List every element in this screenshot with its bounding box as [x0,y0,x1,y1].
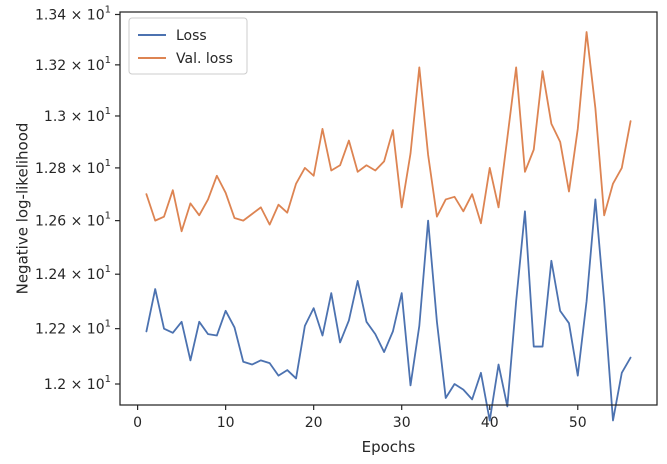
plot-frame [119,11,658,406]
series-line-val-loss [145,31,632,233]
y-tick-label: 1.22 × 101 [35,319,111,338]
series-line-loss [145,198,632,422]
legend: Loss Val. loss [128,17,248,75]
x-tick-label: 50 [569,415,587,431]
legend-box [128,17,248,75]
y-axis-ticks: 1.2 × 101 1.22 × 101 1.24 × 101 1.26 × 101 1… [35,4,120,393]
y-tick-label: 1.2 × 101 [44,374,111,393]
x-axis-label: Epochs [362,438,416,456]
legend-label: Val. loss [176,51,233,67]
y-tick-label: 1.34 × 101 [35,4,111,23]
y-tick-label: 1.32 × 101 [35,55,111,74]
x-tick-label: 20 [305,415,323,431]
x-tick-label: 30 [393,415,411,431]
series-lines [145,31,632,422]
x-tick-label: 10 [217,415,235,431]
x-tick-label: 40 [481,415,499,431]
y-tick-label: 1.26 × 101 [35,211,111,230]
y-tick-label: 1.24 × 101 [35,264,111,283]
y-tick-label: 1.3 × 101 [44,106,111,125]
y-tick-label: 1.28 × 101 [35,158,111,177]
x-tick-label: 0 [133,415,142,431]
y-axis-label: Negative log-likelihood [13,123,31,295]
x-axis-ticks: 0 10 20 30 40 50 [133,405,587,431]
legend-label: Loss [176,28,207,44]
